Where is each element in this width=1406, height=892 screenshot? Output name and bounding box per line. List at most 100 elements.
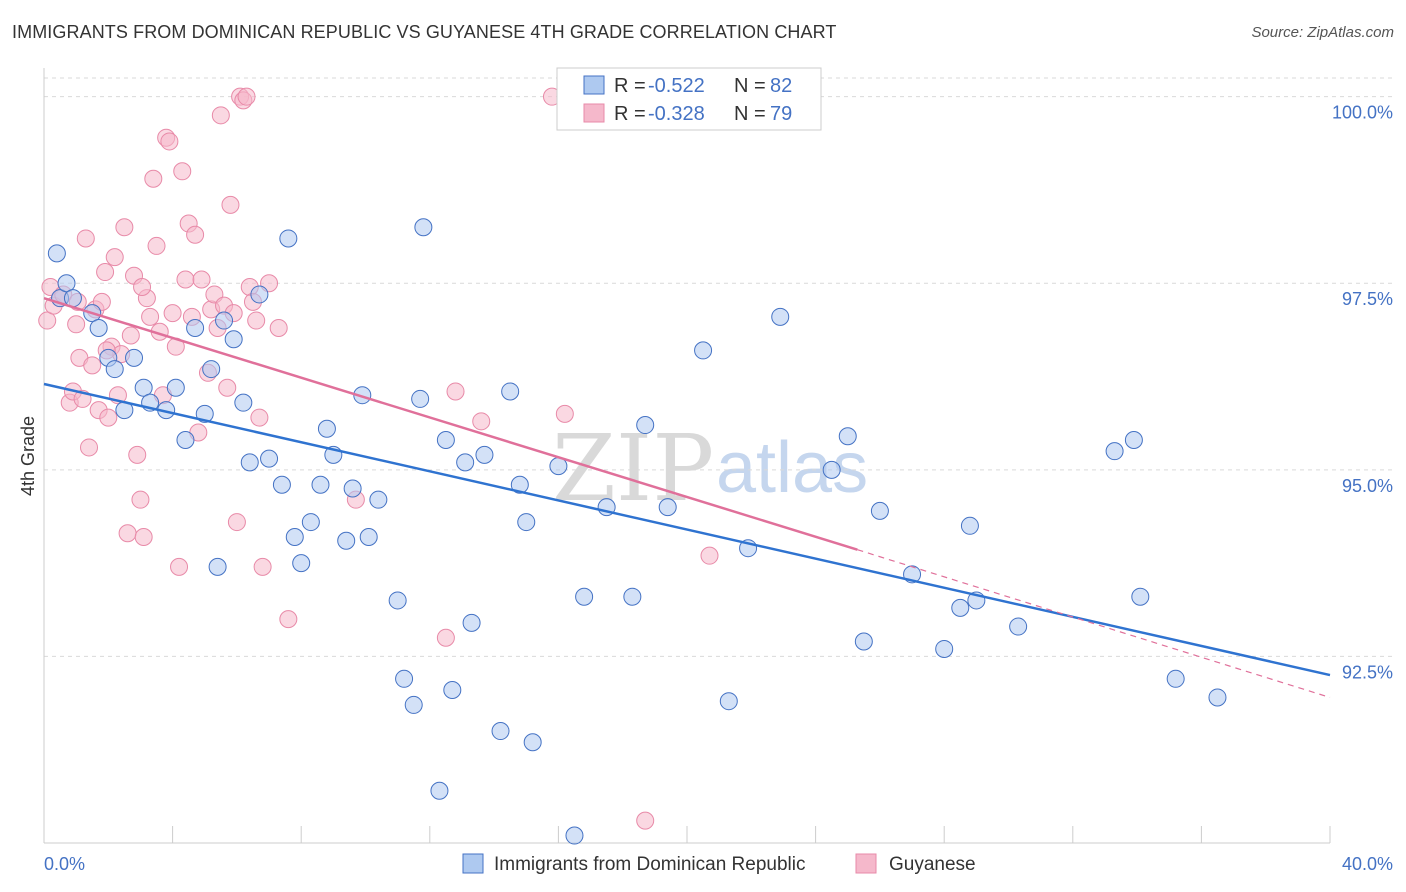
dominican-point [260, 449, 279, 468]
guyanese-point [99, 408, 118, 427]
dominican-point [311, 475, 330, 494]
dominican-point [279, 229, 298, 248]
guyanese-point [472, 412, 491, 431]
guyanese-point [247, 311, 266, 330]
guyanese-point [446, 382, 465, 401]
dominican-point [285, 528, 304, 546]
dominican-point [475, 445, 494, 464]
guyanese-point [555, 404, 574, 423]
bottom-legend-label-1: Immigrants from Dominican Republic [494, 854, 806, 875]
dominican-point [317, 419, 336, 438]
dominican-point [694, 341, 713, 360]
guyanese-point [253, 557, 272, 576]
dominican-point [57, 274, 76, 293]
dominican-point [388, 591, 407, 610]
y-tick-label: 95.0% [1342, 476, 1393, 496]
dominican-point [47, 244, 66, 263]
guyanese-point [67, 315, 86, 334]
dominican-point [623, 587, 642, 606]
guyanese-point [436, 628, 455, 647]
guyanese-point [105, 248, 124, 267]
legend-n-value-2: 79 [770, 103, 792, 125]
dominican-point [234, 393, 253, 412]
dominican-point [1166, 669, 1185, 688]
dominican-point [854, 632, 873, 651]
dominican-point [443, 681, 462, 699]
dominican-point [1105, 442, 1124, 461]
dominican-point [195, 404, 214, 423]
guyanese-point [115, 218, 134, 237]
guyanese-point [227, 513, 246, 532]
dominican-point [240, 453, 259, 472]
guyanese-point [144, 169, 163, 188]
dominican-point [250, 285, 269, 304]
dominican-point [719, 692, 738, 711]
guyanese-point [176, 270, 195, 289]
dominican-point [456, 453, 475, 472]
dominican-point [414, 218, 433, 237]
dominican-point [960, 516, 979, 535]
dominican-point [272, 475, 291, 494]
x-tick-label-max: 40.0% [1342, 854, 1393, 874]
dominican-point [89, 319, 108, 338]
guyanese-point [121, 326, 140, 345]
y-tick-label: 100.0% [1332, 103, 1393, 123]
dominican-point [523, 733, 542, 752]
dominican-point [771, 307, 790, 326]
x-tick-label-min: 0.0% [44, 854, 85, 874]
dominican-point [951, 598, 970, 617]
guyanese-point [147, 236, 166, 255]
trend-lines [43, 296, 1331, 699]
dominican-point [822, 460, 841, 479]
dominican-point [501, 382, 520, 401]
legend-n-label-2: N = [734, 103, 766, 125]
bottom-legend-swatch-pink [855, 853, 877, 874]
legend-swatch-blue [583, 75, 605, 95]
dominican-point [176, 430, 195, 449]
guyanese-point [192, 270, 211, 289]
dominican-point [301, 513, 320, 532]
guyanese-point [279, 610, 298, 629]
guyanese-point [186, 225, 205, 244]
guyanese-point [218, 378, 237, 397]
legend-r-label-2: R = [614, 103, 646, 125]
dominican-point [436, 430, 455, 449]
dominican-point [565, 826, 584, 845]
guyanese-point [163, 304, 182, 323]
dominican-point [491, 722, 510, 741]
guyanese-point [131, 490, 150, 509]
legend-r-value-2: -0.328 [648, 103, 705, 125]
dominican-point [208, 557, 227, 576]
dominican-point [517, 513, 536, 532]
dominican-point [404, 695, 423, 714]
guyanese-point [133, 277, 152, 296]
y-axis-label: 4th Grade [18, 416, 38, 496]
chart-title: IMMIGRANTS FROM DOMINICAN REPUBLIC VS GU… [12, 22, 837, 42]
dominican-point [395, 669, 414, 688]
guyanese-point [76, 229, 95, 248]
dominican-point [1009, 617, 1028, 636]
dominican-point [935, 639, 954, 658]
legend-n-value-1: 82 [770, 75, 792, 97]
guyanese-point [118, 524, 137, 543]
dominican-point [343, 479, 362, 498]
y-tick-label: 92.5% [1342, 662, 1393, 682]
bottom-legend-swatch-blue [462, 853, 484, 874]
guyanese-point [96, 263, 115, 282]
guyanese-point [221, 195, 240, 214]
guyanese-point [160, 132, 179, 151]
dominican-point [510, 475, 529, 494]
dominican-point [1131, 587, 1150, 606]
guyanese-point [269, 319, 288, 338]
dominican-point [166, 378, 185, 397]
dominican-point [658, 498, 677, 517]
x-axis-ticks [43, 826, 1331, 843]
guyanese-point [128, 445, 147, 464]
legend-n-label-1: N = [734, 75, 766, 97]
guyanese-trend-line-extension [857, 549, 1331, 699]
dominican-point [1124, 430, 1143, 449]
guyanese-point [83, 356, 102, 375]
y-tick-label: 97.5% [1342, 289, 1393, 309]
dominican-point [1208, 688, 1227, 707]
dominican-point [369, 490, 388, 509]
